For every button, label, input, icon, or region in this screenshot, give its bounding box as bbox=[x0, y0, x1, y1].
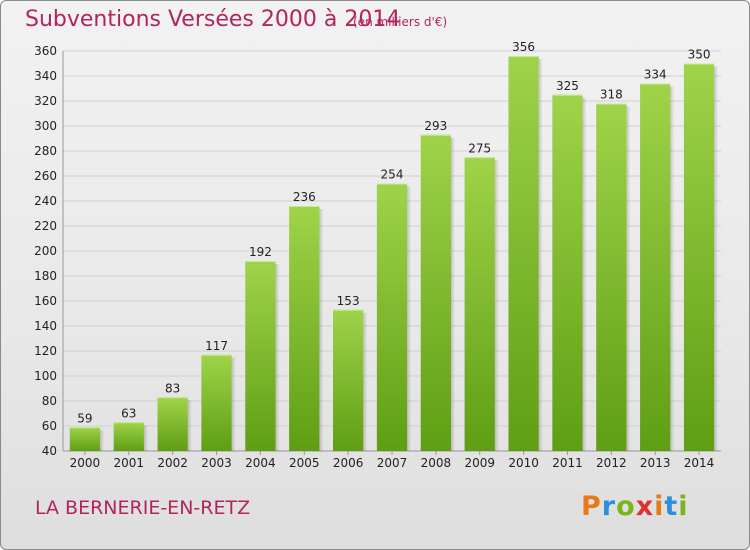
bar bbox=[69, 427, 101, 451]
bar-value-label: 334 bbox=[644, 68, 667, 82]
chart-unit: (en milliers d'€) bbox=[353, 15, 448, 29]
bar-value-label: 63 bbox=[121, 406, 136, 420]
x-tick-label: 2000 bbox=[70, 456, 101, 470]
x-tick-label: 2006 bbox=[333, 456, 364, 470]
labels-layer: 59 2000 63 2001 83 2002 117 2003 192 2004 236 2005 1… bbox=[70, 40, 715, 470]
bar bbox=[508, 56, 539, 451]
bar-shadow bbox=[407, 186, 412, 451]
x-tick-label: 2004 bbox=[245, 456, 276, 470]
bar-shadow bbox=[363, 312, 368, 451]
logo-letter: P bbox=[581, 491, 602, 522]
bars-layer bbox=[69, 56, 719, 451]
y-tick-label: 100 bbox=[34, 369, 57, 383]
bar-value-label: 153 bbox=[337, 294, 360, 308]
bar-shadow bbox=[319, 209, 324, 451]
x-tick-label: 2010 bbox=[508, 456, 539, 470]
y-tick-label: 340 bbox=[34, 69, 57, 83]
bar-shadow bbox=[494, 160, 499, 451]
y-tick-label: 360 bbox=[34, 44, 57, 58]
bar bbox=[376, 183, 408, 451]
x-tick-label: 2003 bbox=[201, 456, 232, 470]
bar-value-label: 318 bbox=[600, 88, 623, 102]
bar bbox=[464, 157, 495, 451]
logo-letter: x bbox=[635, 491, 655, 522]
bar-shadow bbox=[143, 425, 148, 451]
bar bbox=[420, 134, 452, 451]
y-tick-label: 140 bbox=[34, 319, 57, 333]
logo-letter: o bbox=[616, 491, 636, 522]
y-tick-label: 220 bbox=[34, 219, 57, 233]
bar bbox=[113, 422, 144, 451]
bar-value-label: 356 bbox=[512, 40, 535, 54]
bar-value-label: 325 bbox=[556, 79, 579, 93]
x-tick-label: 2001 bbox=[114, 456, 145, 470]
bar bbox=[245, 261, 276, 451]
logo-letter: i bbox=[678, 491, 689, 522]
y-tick-label: 300 bbox=[34, 119, 57, 133]
chart-title: Subventions Versées 2000 à 2014 bbox=[25, 7, 401, 32]
bar-value-label: 350 bbox=[688, 48, 711, 62]
bar bbox=[596, 103, 627, 451]
commune-name: LA BERNERIE-EN-RETZ bbox=[35, 497, 251, 519]
x-tick-label: 2009 bbox=[464, 456, 495, 470]
bar bbox=[157, 397, 188, 451]
bar-value-label: 59 bbox=[77, 411, 92, 425]
y-tick-label: 80 bbox=[42, 394, 57, 408]
bar-value-label: 254 bbox=[381, 168, 404, 182]
bar-value-label: 192 bbox=[249, 245, 272, 259]
x-tick-label: 2007 bbox=[377, 456, 408, 470]
bar bbox=[683, 63, 715, 451]
bar-value-label: 275 bbox=[468, 141, 491, 155]
bar-shadow bbox=[670, 86, 675, 451]
bar bbox=[552, 94, 583, 451]
bar-value-label: 117 bbox=[205, 339, 228, 353]
bar-shadow bbox=[714, 66, 719, 451]
x-tick-label: 2014 bbox=[684, 456, 715, 470]
y-tick-label: 160 bbox=[34, 294, 57, 308]
bar-shadow bbox=[231, 357, 236, 451]
bar-shadow bbox=[626, 106, 631, 451]
bar bbox=[289, 206, 320, 451]
bar bbox=[640, 83, 671, 451]
bar-value-label: 293 bbox=[424, 119, 447, 133]
y-tick-label: 280 bbox=[34, 144, 57, 158]
bar-value-label: 236 bbox=[293, 190, 316, 204]
y-tick-label: 120 bbox=[34, 344, 57, 358]
y-tick-label: 60 bbox=[42, 419, 57, 433]
bar-shadow bbox=[582, 97, 587, 451]
y-tick-label: 200 bbox=[34, 244, 57, 258]
x-tick-label: 2008 bbox=[421, 456, 452, 470]
y-tick-label: 180 bbox=[34, 269, 57, 283]
x-tick-label: 2002 bbox=[157, 456, 188, 470]
bar-shadow bbox=[538, 59, 543, 451]
axis-layer: 40 60 80 100 120 140 160 180 200 220 240 260 280 300 3… bbox=[34, 44, 721, 458]
bar-shadow bbox=[187, 400, 192, 451]
logo-letter: t bbox=[664, 491, 679, 522]
logo-letter: i bbox=[654, 491, 665, 522]
bar bbox=[201, 354, 232, 451]
y-tick-label: 240 bbox=[34, 194, 57, 208]
bar-value-label: 83 bbox=[165, 381, 180, 395]
y-tick-label: 40 bbox=[42, 444, 57, 458]
x-tick-label: 2012 bbox=[596, 456, 627, 470]
x-tick-label: 2011 bbox=[552, 456, 583, 470]
bar-shadow bbox=[275, 264, 280, 451]
proxiti-logo: Proxiti bbox=[581, 491, 689, 522]
bar bbox=[332, 309, 364, 451]
bar-shadow bbox=[451, 137, 456, 451]
bar-shadow bbox=[100, 430, 105, 451]
y-tick-label: 260 bbox=[34, 169, 57, 183]
logo-letter: r bbox=[601, 491, 617, 522]
x-tick-label: 2005 bbox=[289, 456, 320, 470]
y-tick-label: 320 bbox=[34, 94, 57, 108]
x-tick-label: 2013 bbox=[640, 456, 671, 470]
